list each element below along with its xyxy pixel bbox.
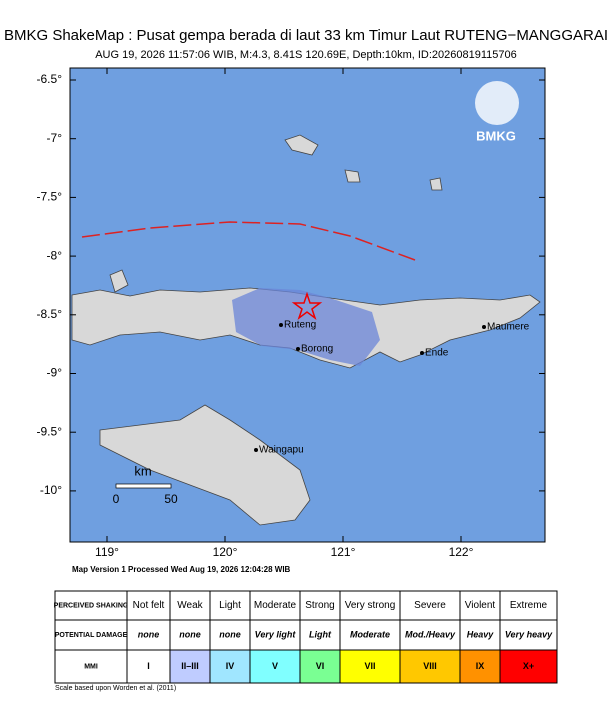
legend-cell <box>249 619 301 651</box>
lat-tick-label: -7° <box>47 131 63 145</box>
damage-label: Moderate <box>350 629 390 639</box>
damage-label: none <box>179 629 201 639</box>
legend-cell <box>209 619 251 651</box>
legend-cell <box>249 649 301 684</box>
damage-label: Very light <box>255 629 297 639</box>
mmi-label: I <box>147 661 150 671</box>
lat-tick-label: -10° <box>40 483 62 497</box>
legend-cell <box>399 590 461 621</box>
legend-cell <box>499 649 558 684</box>
legend: PERCEIVED SHAKING Not felt Weak Light Modera… <box>54 590 558 684</box>
legend-cell <box>339 619 401 651</box>
lon-tick-label: 119° <box>95 545 119 559</box>
legend-cell <box>299 649 341 684</box>
damage-label: Mod./Heavy <box>405 629 456 639</box>
legend-cell <box>209 649 251 684</box>
note: Scale based upon Worden et al. (2011) <box>55 685 176 692</box>
trench <box>81 221 416 261</box>
city-label: Ruteng <box>284 320 316 331</box>
legend-cell <box>399 649 461 684</box>
lat-tick-label: -7.5° <box>37 190 63 204</box>
lat-tick-label: -8° <box>47 248 63 262</box>
mmi-label: VI <box>316 661 325 671</box>
lat-tick-label: -8.5° <box>37 307 63 321</box>
mmi-label: V <box>272 661 278 671</box>
city-label: Waingapu <box>259 445 304 456</box>
scale-label: 50 <box>164 492 178 506</box>
mmi-label: X+ <box>523 661 534 671</box>
damage-label: Very heavy <box>505 629 553 639</box>
shaking-label: Weak <box>177 600 203 611</box>
shaking-label: Very strong <box>345 600 396 611</box>
scale-bar <box>115 483 172 489</box>
intensity-area <box>232 288 380 366</box>
lat-tick-label: -9.5° <box>37 424 63 438</box>
shaking-label: Severe <box>414 600 446 611</box>
legend-cell <box>209 590 251 621</box>
legend-cell <box>249 590 301 621</box>
city-label: Ende <box>425 348 449 359</box>
shaking-label: Strong <box>305 600 334 611</box>
damage-label: none <box>138 629 160 639</box>
legend-cell <box>169 619 211 651</box>
epicenter <box>291 291 323 321</box>
mmi-label: IX <box>476 661 485 671</box>
legend-cell <box>499 619 558 651</box>
logo-mark <box>475 81 519 125</box>
legend-cell <box>299 619 341 651</box>
damage-label: none <box>219 629 241 639</box>
subtitle: AUG 19, 2026 11:57:06 WIB, M:4.3, 8.41S … <box>95 49 517 61</box>
lon-tick-label: 121° <box>331 545 356 559</box>
title: BMKG ShakeMap : Pusat gempa berada di la… <box>4 27 608 44</box>
legend-cell <box>459 649 501 684</box>
row-header: PERCEIVED SHAKING <box>54 602 129 609</box>
row-header: MMI <box>84 663 98 670</box>
damage-label: Heavy <box>467 629 495 639</box>
shaking-label: Not felt <box>133 600 165 611</box>
mmi-label: II–III <box>181 661 199 671</box>
scale-label: 0 <box>113 492 120 506</box>
shaking-label: Light <box>219 600 241 611</box>
shaking-label: Violent <box>465 600 496 611</box>
lon-tick-label: 120° <box>213 545 238 559</box>
lat-tick-label: -9° <box>47 366 63 380</box>
logo: BMKG <box>476 128 516 143</box>
mmi-label: VII <box>364 661 375 671</box>
legend-cell <box>459 619 501 651</box>
legend-cell <box>339 590 401 621</box>
lon-tick-label: 122° <box>449 545 474 559</box>
processed: Map Version 1 Processed Wed Aug 19, 2026… <box>72 565 291 574</box>
legend-cell <box>499 590 558 621</box>
scale-unit: km <box>134 463 151 478</box>
cities: Ruteng Borong Ende Maumere Waingapu <box>254 320 530 456</box>
shaking-label: Moderate <box>254 600 297 611</box>
city-label: Maumere <box>487 322 530 333</box>
lat-tick-label: -6.5° <box>37 72 63 86</box>
shaking-label: Extreme <box>510 600 548 611</box>
legend-cell <box>169 649 211 684</box>
city-label: Borong <box>301 344 333 355</box>
mmi-label: VIII <box>423 661 437 671</box>
damage-label: Light <box>309 629 332 639</box>
row-header: POTENTIAL DAMAGE <box>55 632 128 639</box>
mmi-label: IV <box>226 661 235 671</box>
